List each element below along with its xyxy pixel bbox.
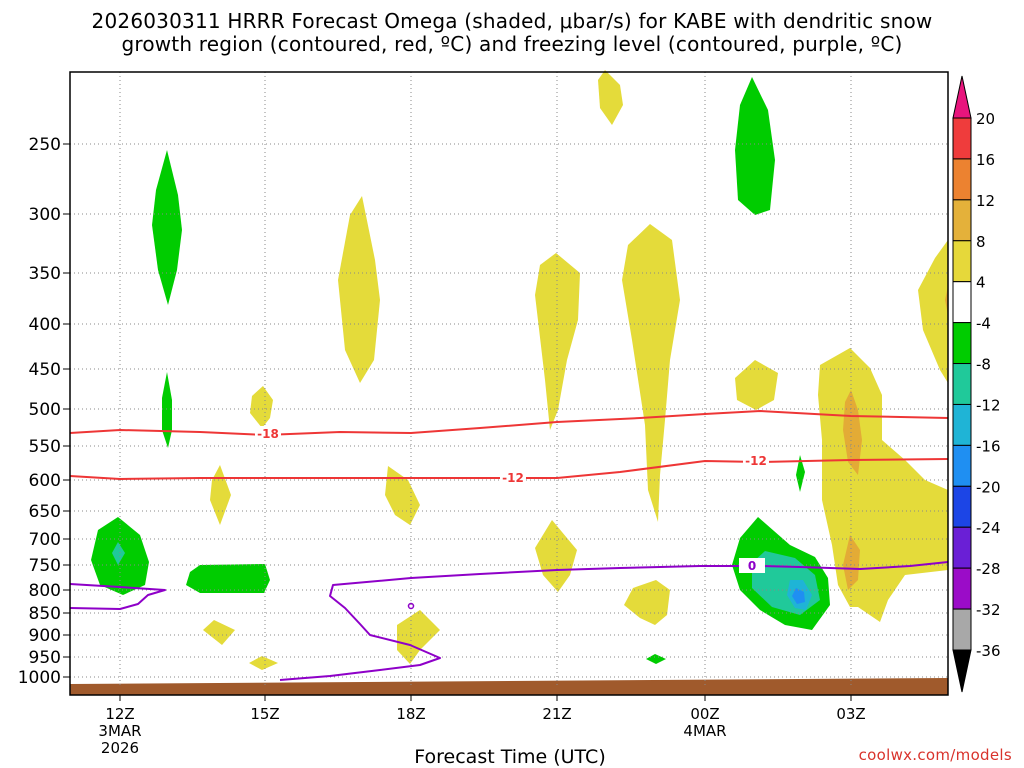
omega-descent-region [622, 224, 680, 522]
omega-ascent-region [796, 455, 805, 492]
dgz-bottom-label: -12 [502, 471, 524, 485]
y-tick-label: 650 [29, 502, 61, 522]
colorbar-label: 12 [976, 192, 995, 210]
y-tick-label: 950 [29, 648, 61, 668]
omega-descent-region [250, 386, 273, 428]
omega-descent-region [918, 240, 948, 383]
colorbar-segment [952, 567, 972, 610]
omega-descent-region [203, 620, 235, 645]
colorbar-segment [952, 199, 972, 242]
ground-surface [70, 678, 948, 695]
omega-descent-region [397, 610, 440, 664]
colorbar-label: 4 [976, 274, 986, 292]
colorbar-segment [952, 281, 972, 324]
y-tick-label: 700 [29, 530, 61, 550]
freezing-level-contour [407, 602, 415, 610]
colorbar-segment [952, 485, 972, 528]
x-tick-label: 21Z [542, 705, 571, 723]
colorbar-segment [952, 158, 972, 201]
omega-descent-region [338, 196, 380, 383]
colorbar-label: -4 [976, 315, 991, 333]
plot-frame [69, 71, 949, 696]
freezing-level-label: 0 [748, 559, 756, 573]
colorbar-segment [952, 608, 972, 651]
x-tick-sublabel: 3MAR [98, 722, 141, 740]
y-tick-label: 900 [29, 626, 61, 646]
omega-descent-region [385, 466, 420, 525]
colorbar-segment [952, 240, 972, 283]
colorbar-label: -28 [976, 560, 1001, 578]
y-tick-label: 250 [29, 135, 61, 155]
omega-descent-region [843, 535, 860, 590]
omega-ascent-region [162, 372, 172, 448]
omega-descent-region [624, 580, 670, 625]
dgz-bottom-label-bg [500, 470, 526, 485]
colorbar-segment [952, 363, 972, 405]
chart-title-line1: 2026030311 HRRR Forecast Omega (shaded, … [91, 9, 933, 33]
dgz-top-label-bg [255, 426, 281, 441]
dgz-top-contour [69, 410, 949, 436]
colorbar-top-arrow [952, 75, 972, 119]
colorbar-label: -32 [976, 601, 1001, 619]
omega-descent-region [535, 253, 580, 430]
omega-ascent-region [735, 77, 775, 215]
colorbar-label: 16 [976, 151, 995, 169]
y-tick-label: 850 [29, 604, 61, 624]
colorbar-label: -36 [976, 642, 1001, 660]
colorbar-label: 8 [976, 233, 986, 251]
y-tick-label: 750 [29, 556, 61, 576]
omega-descent-region [249, 656, 278, 670]
credit-text: coolwx.com/models [858, 746, 1012, 764]
freezing-level-label-bg [739, 558, 765, 573]
x-tick-label: 00Z [690, 705, 719, 723]
x-tick-label: 15Z [250, 705, 279, 723]
colorbar-segment [952, 403, 972, 446]
y-tick-label: 350 [29, 264, 61, 284]
freezing-level-contour [69, 583, 166, 610]
colorbar-segment [952, 526, 972, 569]
colorbar-segment [952, 117, 972, 160]
x-tick-label: 12Z [105, 705, 134, 723]
x-tick-label: 03Z [836, 705, 865, 723]
y-tick-label: 600 [29, 471, 61, 491]
y-tick-label: 550 [29, 437, 61, 457]
colorbar-label: -12 [976, 396, 1001, 414]
colorbar-label: -24 [976, 519, 1001, 537]
y-tick-label: 1000 [18, 668, 61, 688]
freezing-level-contour [279, 561, 949, 681]
y-tick-label: 450 [29, 360, 61, 380]
omega-descent-region [735, 360, 778, 410]
colorbar-label: 20 [976, 110, 995, 128]
chart-title-line2: growth region (contoured, red, ºC) and f… [121, 32, 903, 56]
colorbar-label: -8 [976, 356, 991, 374]
y-tick-label: 500 [29, 400, 61, 420]
x-axis-title: Forecast Time (UTC) [414, 746, 606, 768]
omega-ascent-region [152, 150, 182, 305]
colorbar-bottom-arrow [952, 649, 972, 693]
omega-descent-region [210, 465, 231, 525]
omega-ascent-region [646, 654, 666, 664]
omega-descent-region [818, 348, 948, 622]
omega-descent-region [843, 390, 862, 475]
y-tick-label: 300 [29, 205, 61, 225]
colorbar-label: -16 [976, 437, 1001, 455]
dgz-bottom-label-2-bg [743, 453, 769, 468]
dgz-top-label: -18 [257, 427, 279, 441]
omega-ascent-region [112, 542, 125, 565]
omega-ascent-region [186, 564, 270, 593]
colorbar-segment [952, 444, 972, 487]
x-tick-label: 18Z [396, 705, 425, 723]
x-tick-sublabel: 2026 [101, 739, 139, 757]
omega-ascent-region [792, 588, 805, 604]
omega-descent-region [535, 520, 577, 592]
x-tick-sublabel: 4MAR [683, 722, 726, 740]
colorbar-label: -20 [976, 478, 1001, 496]
y-tick-label: 400 [29, 315, 61, 335]
y-tick-label: 800 [29, 581, 61, 601]
dgz-bottom-label-2: -12 [745, 454, 767, 468]
omega-descent-region [598, 70, 623, 125]
colorbar-segment [952, 322, 972, 365]
